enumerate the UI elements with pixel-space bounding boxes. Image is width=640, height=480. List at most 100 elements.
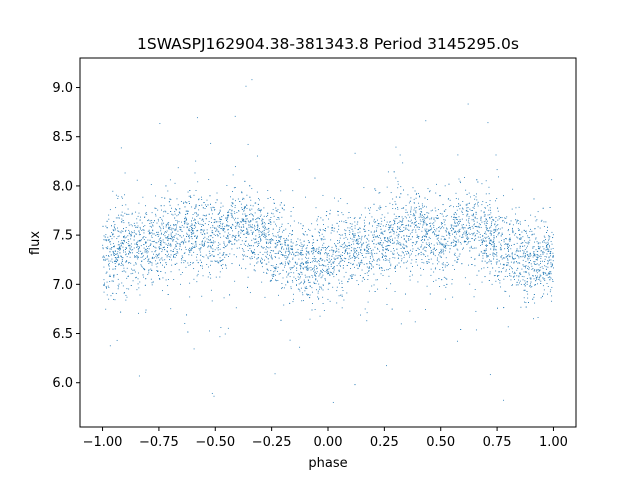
data-point (210, 227, 212, 229)
data-point (392, 252, 394, 254)
data-point (274, 256, 276, 258)
data-point (545, 221, 547, 223)
data-point (281, 252, 282, 253)
data-point (434, 232, 435, 234)
data-point (469, 241, 471, 243)
data-point (320, 248, 322, 250)
data-point (141, 260, 143, 262)
data-point (292, 281, 294, 283)
data-point (281, 262, 283, 264)
data-point (290, 239, 292, 241)
data-point (475, 310, 477, 312)
data-point (291, 247, 293, 249)
data-point (322, 264, 324, 266)
data-point (118, 235, 120, 237)
data-point (393, 171, 395, 173)
data-point (356, 242, 358, 244)
data-point (106, 227, 108, 229)
data-point (181, 259, 183, 261)
data-point (212, 232, 214, 234)
data-point (484, 250, 486, 252)
data-point (424, 255, 426, 257)
data-point (445, 216, 447, 217)
data-point (344, 242, 345, 244)
data-point (534, 255, 536, 257)
data-point (187, 331, 189, 333)
data-point (280, 190, 282, 192)
data-point (186, 234, 188, 236)
data-point (136, 218, 138, 220)
data-point (110, 276, 111, 277)
data-point (375, 221, 377, 223)
data-point (459, 220, 461, 222)
data-point (288, 246, 290, 248)
data-point (321, 260, 323, 261)
data-point (310, 269, 312, 271)
data-point (480, 224, 481, 226)
data-point (393, 219, 395, 221)
data-point (139, 239, 141, 241)
data-point (269, 252, 271, 254)
data-point (460, 329, 462, 330)
data-point (235, 221, 237, 223)
data-point (105, 255, 107, 257)
data-point (371, 285, 373, 287)
data-point (533, 254, 535, 256)
data-point (415, 221, 416, 223)
data-point (417, 236, 419, 238)
data-point (145, 278, 147, 280)
data-point (545, 239, 547, 240)
data-point (145, 236, 147, 238)
data-point (220, 206, 222, 208)
data-point (227, 225, 229, 227)
data-point (179, 244, 181, 246)
data-point (190, 250, 192, 252)
data-point (526, 250, 528, 252)
data-point (167, 244, 168, 246)
data-point (335, 250, 337, 252)
data-point (473, 232, 475, 234)
data-point (326, 252, 328, 254)
data-point (107, 285, 109, 287)
data-point (406, 211, 408, 213)
data-point (269, 220, 271, 222)
data-point (131, 213, 133, 215)
data-point (428, 229, 430, 231)
data-point (328, 268, 330, 270)
data-point (384, 219, 385, 221)
data-point (244, 221, 246, 222)
data-point (300, 254, 301, 256)
data-point (458, 221, 459, 222)
data-point (393, 253, 395, 255)
data-point (404, 228, 406, 230)
data-point (283, 209, 285, 211)
data-point (303, 282, 305, 284)
data-point (396, 218, 398, 219)
data-point (423, 269, 424, 270)
data-point (429, 230, 431, 231)
data-point (228, 215, 230, 217)
data-point (383, 259, 384, 261)
data-point (138, 287, 140, 289)
data-point (212, 250, 213, 252)
data-point (152, 229, 154, 231)
data-point (454, 260, 456, 262)
data-point (418, 249, 420, 250)
data-point (421, 203, 423, 205)
data-point (184, 216, 186, 218)
data-point (139, 234, 141, 235)
data-point (439, 212, 441, 214)
data-point (403, 247, 405, 249)
data-point (216, 192, 218, 194)
data-point (443, 246, 445, 248)
data-point (487, 205, 489, 207)
data-point (244, 241, 246, 243)
data-point (318, 250, 320, 252)
data-point (186, 236, 188, 238)
data-point (368, 290, 370, 292)
data-point (412, 266, 413, 267)
data-point (487, 235, 489, 237)
data-point (247, 234, 249, 235)
data-point (107, 236, 109, 238)
data-point (443, 276, 445, 278)
